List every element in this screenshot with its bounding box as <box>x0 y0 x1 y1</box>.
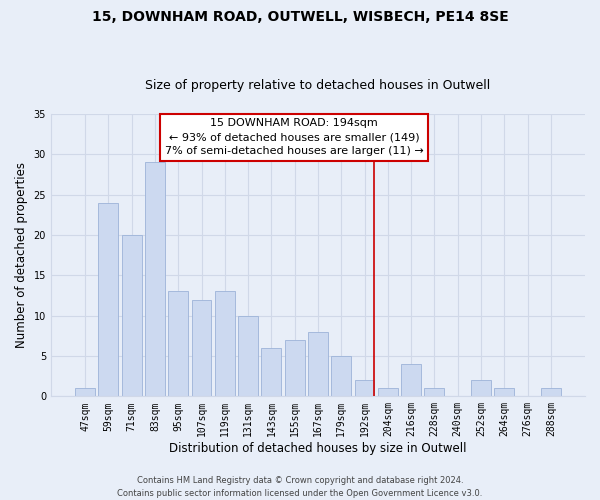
Bar <box>355 380 374 396</box>
Bar <box>471 380 491 396</box>
Bar <box>424 388 444 396</box>
Bar <box>541 388 561 396</box>
Bar <box>262 348 281 397</box>
Bar <box>145 162 165 396</box>
Bar <box>98 202 118 396</box>
Bar <box>191 300 211 396</box>
Text: Contains HM Land Registry data © Crown copyright and database right 2024.
Contai: Contains HM Land Registry data © Crown c… <box>118 476 482 498</box>
Text: 15, DOWNHAM ROAD, OUTWELL, WISBECH, PE14 8SE: 15, DOWNHAM ROAD, OUTWELL, WISBECH, PE14… <box>92 10 508 24</box>
Bar <box>494 388 514 396</box>
Bar <box>331 356 351 397</box>
Y-axis label: Number of detached properties: Number of detached properties <box>15 162 28 348</box>
Bar <box>401 364 421 396</box>
Bar <box>378 388 398 396</box>
Bar <box>122 235 142 396</box>
Bar <box>285 340 305 396</box>
Bar <box>169 292 188 397</box>
X-axis label: Distribution of detached houses by size in Outwell: Distribution of detached houses by size … <box>169 442 467 455</box>
Title: Size of property relative to detached houses in Outwell: Size of property relative to detached ho… <box>145 79 491 92</box>
Bar <box>215 292 235 397</box>
Bar <box>75 388 95 396</box>
Bar <box>238 316 258 396</box>
Text: 15 DOWNHAM ROAD: 194sqm
← 93% of detached houses are smaller (149)
7% of semi-de: 15 DOWNHAM ROAD: 194sqm ← 93% of detache… <box>164 118 423 156</box>
Bar <box>308 332 328 396</box>
